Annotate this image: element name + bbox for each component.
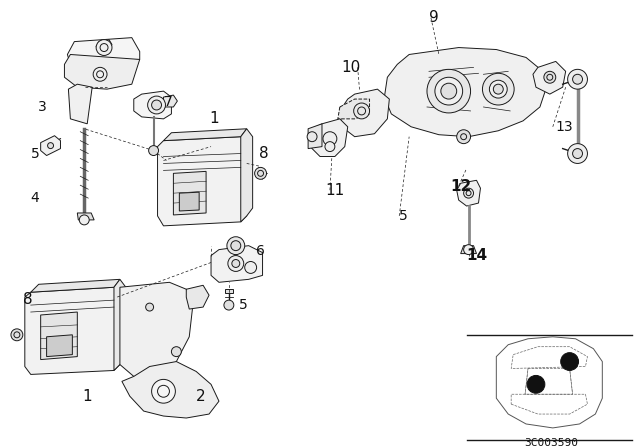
Polygon shape (31, 280, 120, 292)
Circle shape (231, 241, 241, 250)
Circle shape (148, 96, 166, 114)
Polygon shape (122, 362, 219, 418)
Circle shape (152, 100, 161, 110)
Polygon shape (241, 129, 253, 222)
Polygon shape (134, 91, 172, 119)
Circle shape (568, 144, 588, 164)
Text: 5: 5 (31, 146, 40, 160)
Polygon shape (47, 335, 72, 357)
Circle shape (493, 84, 503, 94)
Text: 2: 2 (196, 389, 206, 404)
Polygon shape (385, 47, 546, 137)
Circle shape (47, 142, 54, 149)
Polygon shape (533, 61, 566, 94)
Circle shape (79, 215, 89, 225)
Polygon shape (41, 136, 60, 155)
Polygon shape (211, 246, 262, 282)
Circle shape (568, 69, 588, 89)
Circle shape (457, 130, 470, 144)
Text: 5: 5 (399, 209, 408, 223)
Circle shape (148, 146, 159, 155)
Text: 8: 8 (23, 292, 33, 306)
Circle shape (573, 149, 582, 159)
Polygon shape (163, 95, 177, 107)
Text: 14: 14 (467, 248, 488, 263)
Polygon shape (67, 38, 140, 65)
Polygon shape (225, 289, 233, 293)
Text: 11: 11 (325, 183, 344, 198)
Polygon shape (114, 280, 126, 370)
Circle shape (307, 132, 317, 142)
Circle shape (152, 379, 175, 403)
Polygon shape (120, 282, 193, 379)
Polygon shape (179, 192, 199, 211)
Polygon shape (173, 172, 206, 215)
Circle shape (483, 73, 514, 105)
Polygon shape (68, 84, 92, 124)
Circle shape (227, 237, 244, 254)
Circle shape (323, 132, 337, 146)
Circle shape (561, 353, 579, 370)
Text: 4: 4 (31, 191, 40, 205)
Text: 8: 8 (259, 146, 268, 161)
Polygon shape (186, 285, 209, 309)
Polygon shape (461, 246, 477, 254)
Circle shape (255, 168, 266, 179)
Circle shape (96, 39, 112, 56)
Text: 9: 9 (429, 10, 438, 26)
Polygon shape (96, 39, 112, 52)
Polygon shape (65, 55, 140, 89)
Text: 1: 1 (209, 112, 219, 126)
Circle shape (573, 74, 582, 84)
Text: 3C003590: 3C003590 (524, 438, 578, 448)
Polygon shape (340, 89, 389, 137)
Circle shape (527, 375, 545, 393)
Circle shape (11, 329, 23, 341)
Circle shape (463, 245, 474, 254)
Text: 6: 6 (255, 244, 264, 258)
Circle shape (172, 347, 181, 357)
Circle shape (244, 262, 257, 273)
Circle shape (441, 83, 457, 99)
Polygon shape (338, 99, 369, 119)
Text: 13: 13 (556, 120, 573, 134)
Circle shape (146, 303, 154, 311)
Polygon shape (25, 287, 120, 375)
Circle shape (544, 71, 556, 83)
Polygon shape (308, 124, 322, 149)
Polygon shape (310, 119, 348, 156)
Circle shape (354, 103, 369, 119)
Text: 12: 12 (451, 179, 472, 194)
Text: 7: 7 (163, 95, 172, 109)
Circle shape (93, 67, 107, 81)
Text: 1: 1 (83, 389, 92, 404)
Polygon shape (163, 129, 246, 141)
Polygon shape (157, 137, 246, 226)
Circle shape (427, 69, 470, 113)
Circle shape (224, 300, 234, 310)
Polygon shape (41, 312, 77, 360)
Text: 5: 5 (239, 298, 248, 312)
Polygon shape (457, 180, 481, 206)
Polygon shape (77, 213, 94, 220)
Text: 10: 10 (342, 60, 361, 75)
Text: 3: 3 (38, 100, 47, 114)
Circle shape (228, 255, 244, 271)
Circle shape (435, 77, 463, 105)
Circle shape (463, 188, 474, 198)
Circle shape (325, 142, 335, 151)
Circle shape (232, 259, 240, 267)
Circle shape (490, 80, 508, 98)
